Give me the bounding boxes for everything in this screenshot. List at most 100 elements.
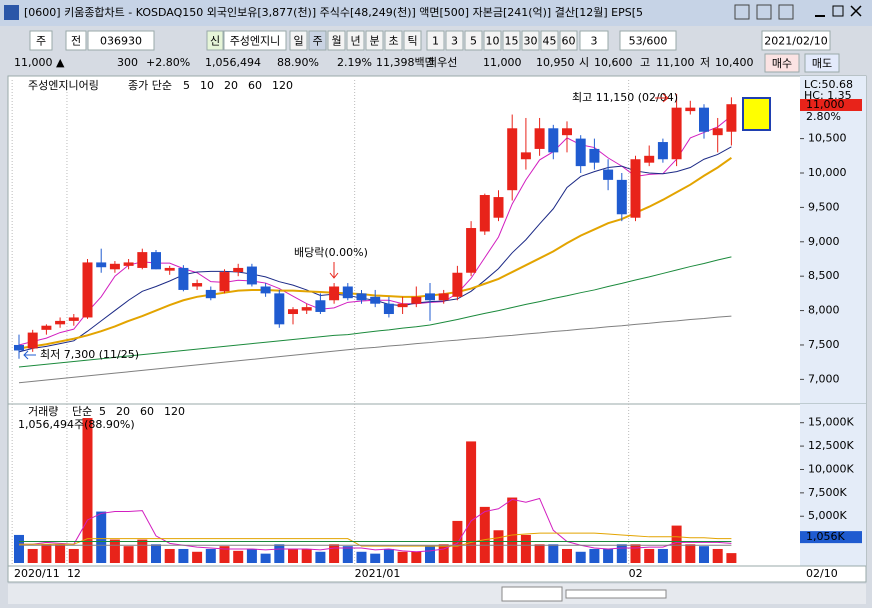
volume-bar bbox=[616, 544, 627, 563]
legend-entry: 10 bbox=[200, 79, 214, 92]
control[interactable] bbox=[734, 4, 750, 20]
low: 10,400 bbox=[715, 56, 754, 69]
candle-body bbox=[466, 228, 477, 273]
maximize[interactable] bbox=[832, 5, 844, 17]
candle-body bbox=[219, 272, 230, 292]
date-axis bbox=[7, 565, 867, 583]
volume-bar bbox=[68, 548, 79, 563]
volume-bar bbox=[27, 548, 38, 563]
interval-box[interactable] bbox=[308, 30, 327, 51]
volume-bar bbox=[644, 548, 655, 563]
date-box[interactable] bbox=[761, 30, 831, 51]
sell-box[interactable] bbox=[804, 53, 840, 73]
app-icon bbox=[4, 5, 19, 20]
last-date: 02/10 bbox=[806, 567, 838, 580]
high-label: 고 bbox=[640, 56, 650, 69]
current-price: 11,000 bbox=[806, 98, 845, 111]
volume-bar bbox=[260, 553, 271, 563]
candle-body bbox=[534, 128, 545, 149]
period: 주 bbox=[36, 35, 46, 48]
interval-box[interactable] bbox=[384, 30, 403, 51]
legend-entry: 120 bbox=[272, 79, 293, 92]
interval-box[interactable] bbox=[346, 30, 365, 51]
candle-body bbox=[507, 128, 518, 191]
volume-bar bbox=[562, 548, 572, 563]
minute-box[interactable] bbox=[502, 30, 521, 51]
candle-body bbox=[27, 332, 38, 349]
arrow bbox=[23, 350, 36, 360]
minute-box[interactable] bbox=[559, 30, 578, 51]
interval-box[interactable] bbox=[327, 30, 346, 51]
ma-line bbox=[18, 256, 732, 368]
zoom-slider[interactable] bbox=[565, 589, 667, 599]
vol-rate: 88.90% bbox=[277, 56, 319, 69]
code: 036930 bbox=[100, 35, 142, 48]
minute-box[interactable] bbox=[426, 30, 445, 51]
candle-body bbox=[233, 267, 244, 273]
minute-box[interactable] bbox=[445, 30, 464, 51]
count-input: 3 bbox=[591, 35, 598, 48]
close[interactable] bbox=[850, 5, 862, 17]
minute: 30 bbox=[524, 35, 538, 48]
prev: 전 bbox=[71, 35, 81, 48]
volume-bar bbox=[699, 546, 709, 563]
x-tick-label: 2020/11 bbox=[14, 567, 60, 580]
scroll-buttons[interactable] bbox=[501, 586, 563, 602]
credit: 신 bbox=[210, 35, 220, 48]
volume-bar bbox=[219, 546, 230, 563]
volume-bar bbox=[438, 544, 449, 563]
volume-bar bbox=[603, 548, 614, 563]
volume: 1,056,494 bbox=[205, 56, 261, 69]
buy-box[interactable] bbox=[764, 53, 800, 73]
stock-name-box[interactable] bbox=[223, 30, 287, 51]
scroll-bar[interactable] bbox=[8, 584, 866, 604]
lc: LC:50.68 bbox=[804, 78, 853, 91]
count-input-box[interactable] bbox=[579, 30, 609, 51]
volume-bar bbox=[109, 539, 120, 563]
minute-box[interactable] bbox=[540, 30, 559, 51]
candle-body bbox=[14, 344, 24, 351]
volume-bar bbox=[507, 497, 518, 563]
count-box[interactable] bbox=[619, 30, 677, 51]
window-title: [0600] 키움종합차트 - KOSDAQ150 외국인보유[3,877(천)… bbox=[24, 5, 643, 19]
y-tick-label: 8,000 bbox=[808, 304, 840, 317]
minute-box[interactable] bbox=[464, 30, 483, 51]
code-box[interactable] bbox=[87, 30, 155, 51]
volume-bar bbox=[288, 548, 298, 563]
y-tick-label: 5,000K bbox=[808, 509, 847, 522]
minute-box[interactable] bbox=[483, 30, 502, 51]
volume-bar bbox=[96, 511, 107, 563]
period-box[interactable] bbox=[29, 30, 53, 51]
interval: 주 bbox=[312, 35, 322, 48]
ask: 11,000 bbox=[483, 56, 522, 69]
minute-box[interactable] bbox=[521, 30, 540, 51]
candle-body bbox=[685, 107, 696, 112]
minute: 10 bbox=[486, 35, 500, 48]
minute: 45 bbox=[543, 35, 557, 48]
candle-body bbox=[383, 303, 394, 315]
legend-entry: 20 bbox=[116, 405, 130, 418]
interval-box[interactable] bbox=[365, 30, 384, 51]
control[interactable] bbox=[756, 4, 772, 20]
interval: 일 bbox=[293, 34, 303, 48]
hc: HC: 1.35 bbox=[804, 89, 852, 102]
candle-body bbox=[548, 128, 559, 153]
volume-bar bbox=[123, 546, 134, 563]
interval-box[interactable] bbox=[403, 30, 422, 51]
interval-box[interactable] bbox=[289, 30, 308, 51]
volume-info: 1,056,494주(88.90%) bbox=[18, 418, 135, 431]
candle-body bbox=[671, 107, 682, 160]
candle-body bbox=[644, 155, 655, 163]
credit-box[interactable] bbox=[206, 30, 224, 51]
control[interactable] bbox=[778, 4, 794, 20]
arrow bbox=[329, 262, 339, 279]
volume-bar bbox=[657, 548, 668, 563]
y-tick-label: 15,000K bbox=[808, 416, 854, 429]
interval: 초 bbox=[388, 35, 398, 48]
y-tick-label: 7,500K bbox=[808, 486, 847, 499]
window-controls[interactable] bbox=[734, 4, 862, 20]
volume-name: 거래량 bbox=[28, 405, 58, 418]
prev-box[interactable] bbox=[65, 30, 87, 51]
y-tick-label: 7,500 bbox=[808, 338, 840, 351]
